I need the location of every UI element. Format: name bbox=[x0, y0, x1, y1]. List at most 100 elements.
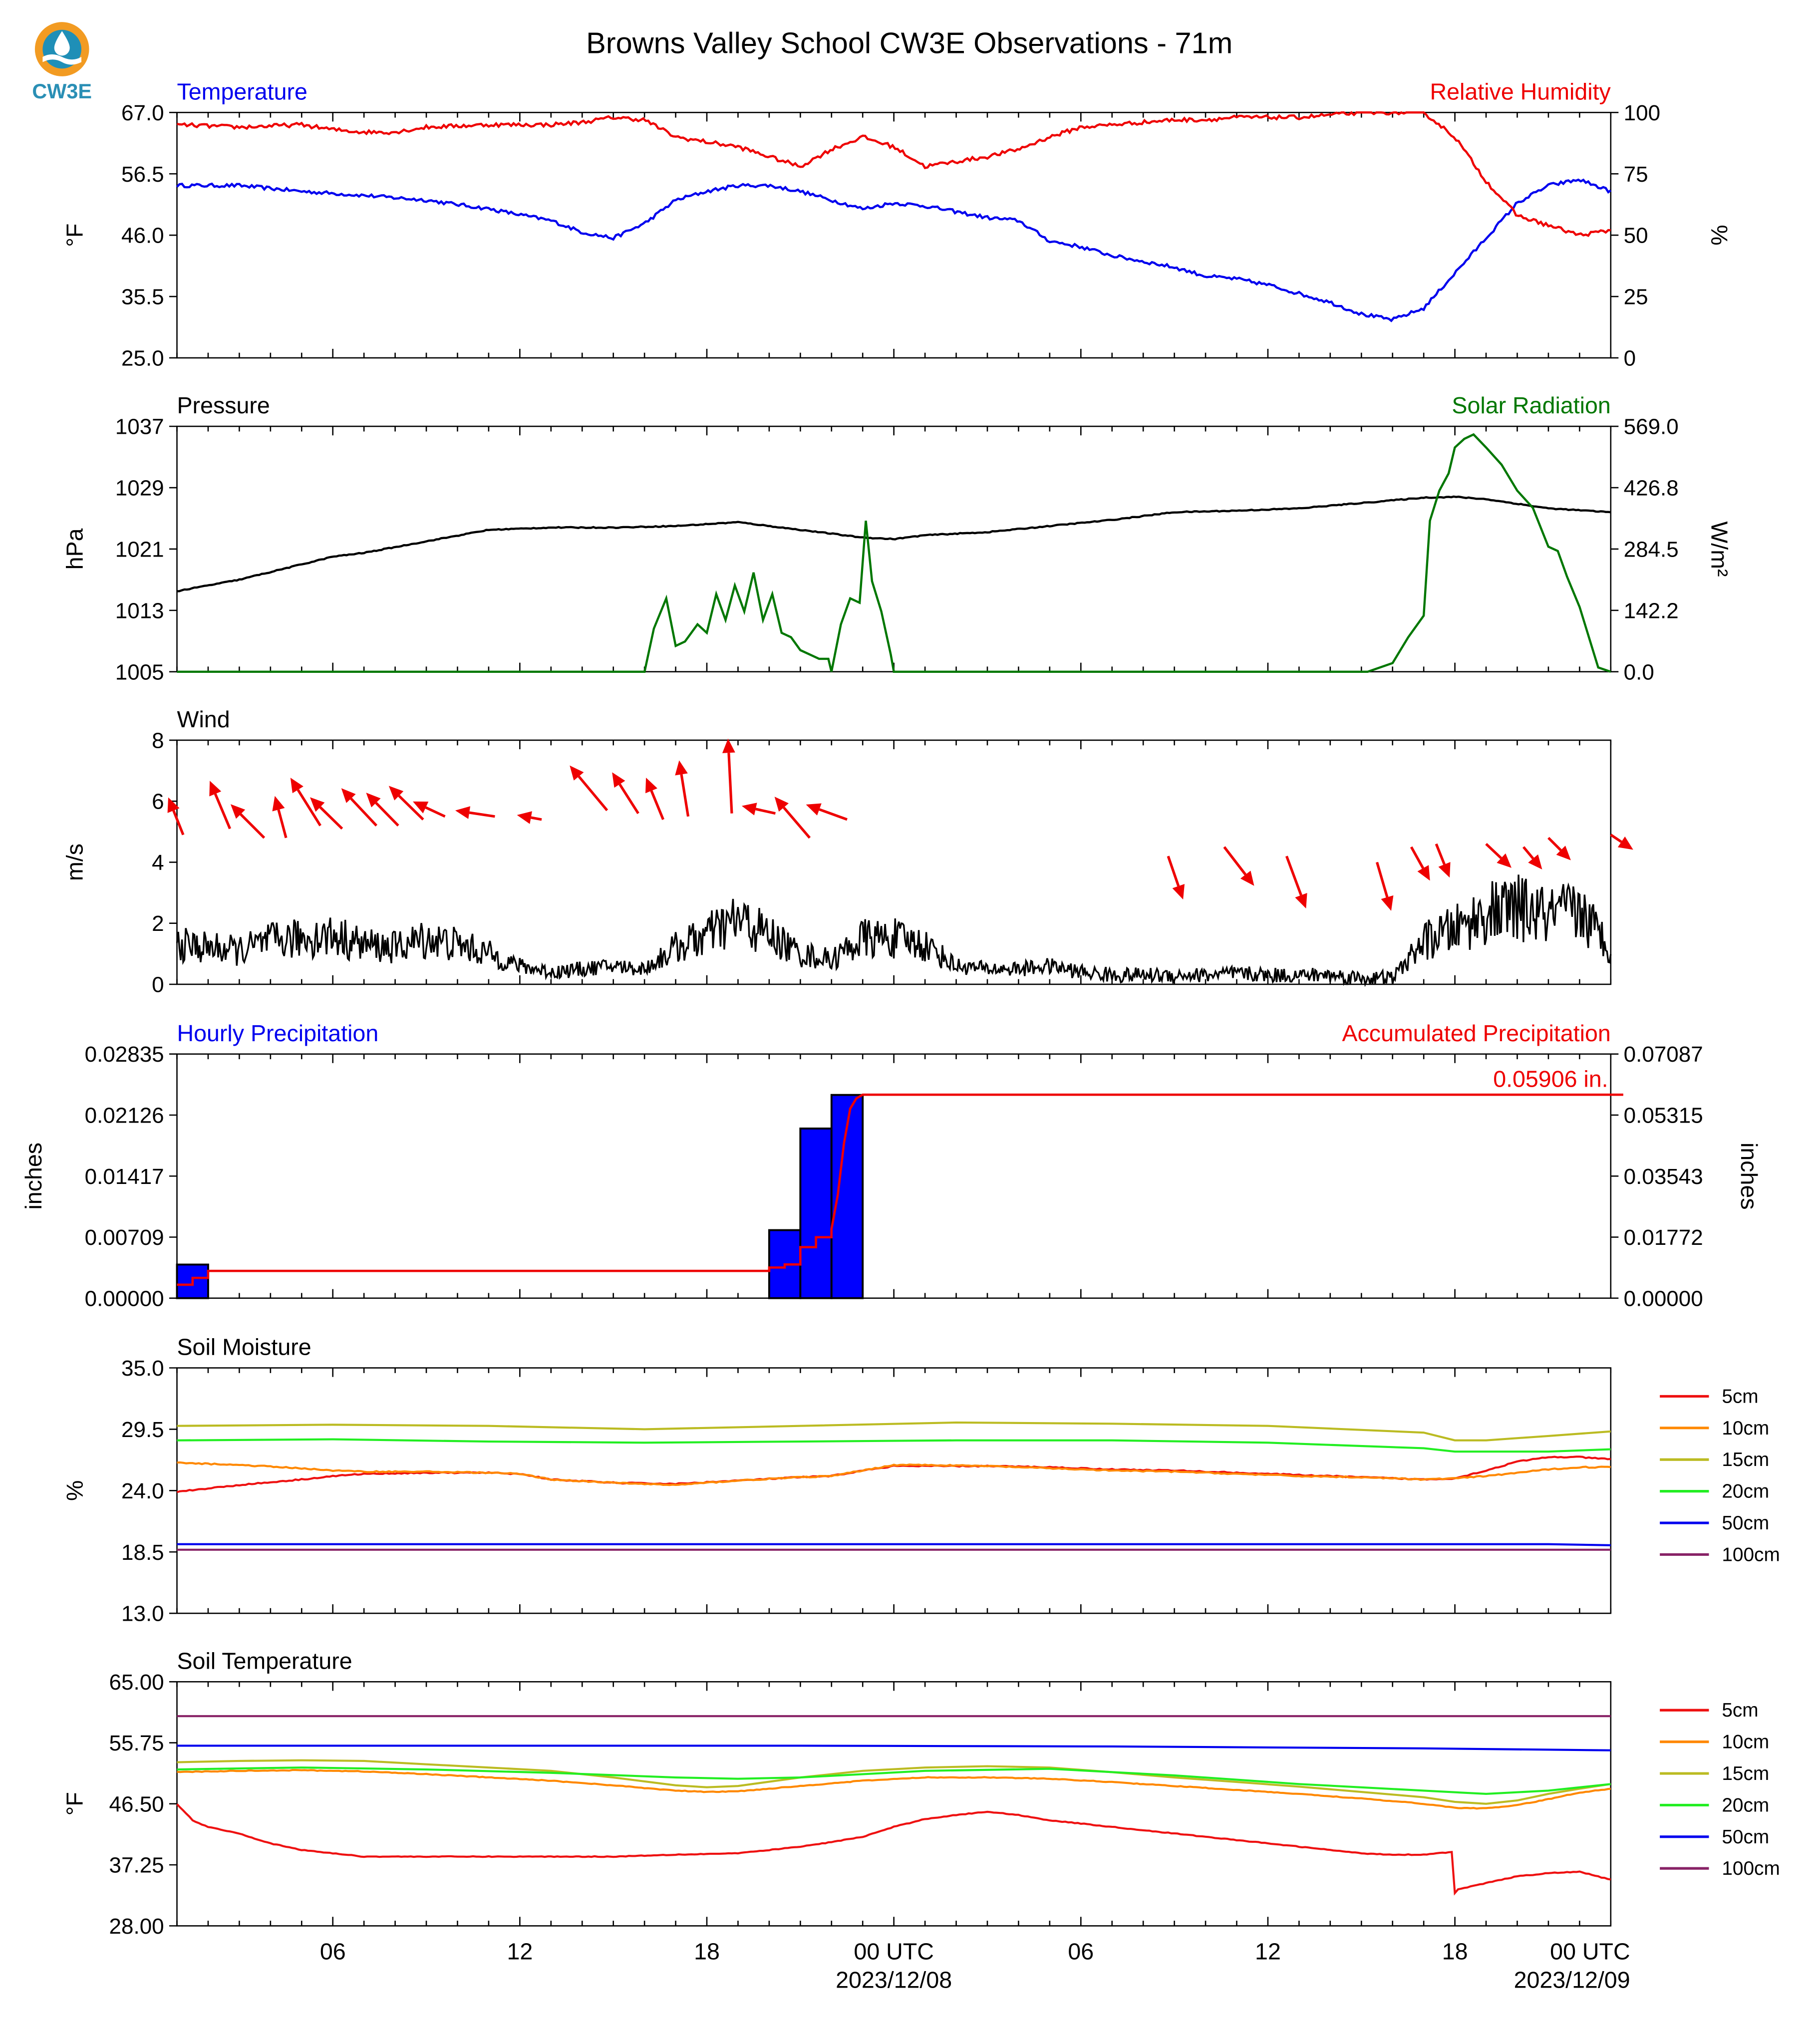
wind-vector-head bbox=[272, 796, 285, 812]
legend-label: 50cm bbox=[1722, 1512, 1769, 1534]
y-tick-label-right: 0 bbox=[1624, 346, 1636, 370]
time-tick-label: 18 bbox=[1442, 1939, 1468, 1965]
legend-label: 100cm bbox=[1722, 1858, 1780, 1879]
legend-label: 100cm bbox=[1722, 1544, 1780, 1565]
wind-vector-head bbox=[341, 788, 356, 803]
y-tick-label: 1029 bbox=[115, 476, 164, 501]
y-axis-label-right: inches bbox=[1736, 1143, 1762, 1210]
y-tick-label: 24.0 bbox=[121, 1479, 164, 1503]
wind-vector-arrow bbox=[209, 781, 232, 830]
y-axis-label: % bbox=[62, 1480, 88, 1501]
wind-vector-arrow bbox=[290, 778, 321, 827]
y-tick-label: 4 bbox=[152, 851, 164, 875]
y-tick-label-right: 50 bbox=[1624, 224, 1648, 248]
wind-vector-shaft bbox=[727, 753, 733, 814]
y-tick-label: 1005 bbox=[115, 660, 164, 684]
y-tick-label: 46.50 bbox=[109, 1792, 164, 1816]
y-tick-label: 37.25 bbox=[109, 1853, 164, 1878]
panel-title: Wind bbox=[177, 706, 230, 732]
precip-bar bbox=[799, 1127, 833, 1299]
panel-title: Hourly Precipitation bbox=[177, 1020, 379, 1046]
wind-vector-arrow bbox=[1410, 846, 1430, 881]
wind-vector-arrow bbox=[1610, 834, 1633, 850]
panel-title: Soil Moisture bbox=[177, 1334, 311, 1360]
panel-title-right: Accumulated Precipitation bbox=[1342, 1020, 1610, 1046]
wind-panel: 0 2 4 6 8 Wind m/s bbox=[62, 706, 1633, 997]
wind-vector-shaft bbox=[1376, 862, 1389, 898]
wind-vector-arrow bbox=[1223, 846, 1254, 886]
soil-temperature-panel: 28.00 37.25 46.50 55.75 65.00 Soil Temperatur… bbox=[62, 1648, 1780, 1938]
panel-title: Soil Temperature bbox=[177, 1648, 352, 1674]
y-axis-label: °F bbox=[62, 1792, 88, 1815]
wind-vector-shaft bbox=[680, 774, 690, 817]
wind-vector-head bbox=[774, 797, 789, 812]
wind-vector-head bbox=[570, 765, 584, 781]
legend-label: 20cm bbox=[1722, 1481, 1769, 1502]
wind-vector-shaft bbox=[297, 789, 321, 827]
accumulated-total-label: 0.05906 in. bbox=[1493, 1066, 1608, 1092]
soil-15cm-line bbox=[177, 1759, 1611, 1805]
wind-vector-shaft bbox=[531, 816, 542, 821]
wind-vector-head bbox=[366, 793, 381, 808]
y-axis-label-right: % bbox=[1707, 225, 1733, 245]
legend-label: 5cm bbox=[1722, 1386, 1758, 1407]
y-tick-label: 0.00709 bbox=[85, 1225, 164, 1250]
y-tick-label-right: 142.2 bbox=[1624, 598, 1679, 623]
y-tick-label: 29.5 bbox=[121, 1418, 164, 1442]
logo-drop-icon bbox=[54, 31, 70, 56]
y-tick-label: 1013 bbox=[115, 598, 164, 623]
wind-vector-arrow bbox=[517, 811, 542, 824]
wind-speed-line bbox=[176, 874, 1612, 987]
pressure-solar-panel: 1005 1013 1021 1029 1037 0.0 142.2 284.5 426.8 56… bbox=[62, 392, 1733, 684]
soil-50cm-line bbox=[177, 1744, 1611, 1751]
panel-title-right: Relative Humidity bbox=[1430, 78, 1611, 104]
wind-vector-arrow bbox=[413, 801, 446, 818]
y-tick-label: 6 bbox=[152, 790, 164, 814]
legend-label: 15cm bbox=[1722, 1763, 1769, 1784]
soil-moisture-panel: 13.0 18.5 24.0 29.5 35.0 Soil Moisture% 5cm 10c… bbox=[62, 1334, 1780, 1626]
logo-wave-icon bbox=[42, 54, 82, 65]
wind-vector-head bbox=[517, 811, 532, 824]
wind-vector-arrow bbox=[570, 765, 608, 812]
wind-vector-head bbox=[1417, 865, 1430, 881]
wind-vector-shaft bbox=[819, 808, 848, 821]
wind-vector-head bbox=[1528, 854, 1542, 869]
wind-vector-arrow bbox=[167, 797, 185, 836]
wind-vector-arrow bbox=[1485, 843, 1512, 868]
legend-label: 20cm bbox=[1722, 1794, 1769, 1816]
legend-label: 5cm bbox=[1722, 1700, 1758, 1721]
wind-vector-head bbox=[290, 778, 303, 794]
wind-vector-arrow bbox=[230, 804, 266, 839]
wind-vector-head bbox=[209, 781, 222, 797]
y-tick-label: 35.5 bbox=[121, 285, 164, 309]
y-tick-label-right: 0.01772 bbox=[1624, 1225, 1703, 1250]
wind-vector-head bbox=[806, 803, 822, 816]
wind-vector-head bbox=[1381, 895, 1394, 911]
wind-vector-shaft bbox=[214, 793, 232, 830]
y-tick-label-right: 0.0 bbox=[1624, 660, 1654, 684]
soil-20cm-line bbox=[177, 1766, 1611, 1795]
wind-vector-head bbox=[741, 803, 757, 816]
wind-vector-arrow bbox=[455, 806, 495, 819]
wind-vector-shaft bbox=[650, 790, 664, 820]
y-tick-label: 0 bbox=[152, 973, 164, 997]
y-tick-label-right: 0.05315 bbox=[1624, 1104, 1703, 1128]
time-tick-label: 06 bbox=[320, 1939, 346, 1965]
solar-radiation-line bbox=[177, 433, 1611, 673]
wind-vector-arrow bbox=[774, 797, 811, 839]
wind-vector-head bbox=[1438, 862, 1451, 878]
wind-vector-arrow bbox=[272, 796, 288, 839]
wind-vector-arrow bbox=[722, 738, 735, 814]
wind-vector-shaft bbox=[172, 810, 185, 836]
y-tick-label: 0.00000 bbox=[85, 1286, 164, 1311]
y-tick-label-right: 284.5 bbox=[1624, 537, 1679, 562]
humidity-line bbox=[177, 111, 1611, 237]
y-tick-label: 46.0 bbox=[121, 224, 164, 248]
wind-vector-shaft bbox=[240, 813, 266, 839]
y-tick-label: 55.75 bbox=[109, 1731, 164, 1755]
soil-5cm-line bbox=[176, 1803, 1611, 1896]
wind-vector-head bbox=[1295, 892, 1307, 909]
time-tick-label: 00 UTC bbox=[854, 1939, 933, 1965]
figure-title: Browns Valley School CW3E Observations -… bbox=[586, 26, 1232, 59]
